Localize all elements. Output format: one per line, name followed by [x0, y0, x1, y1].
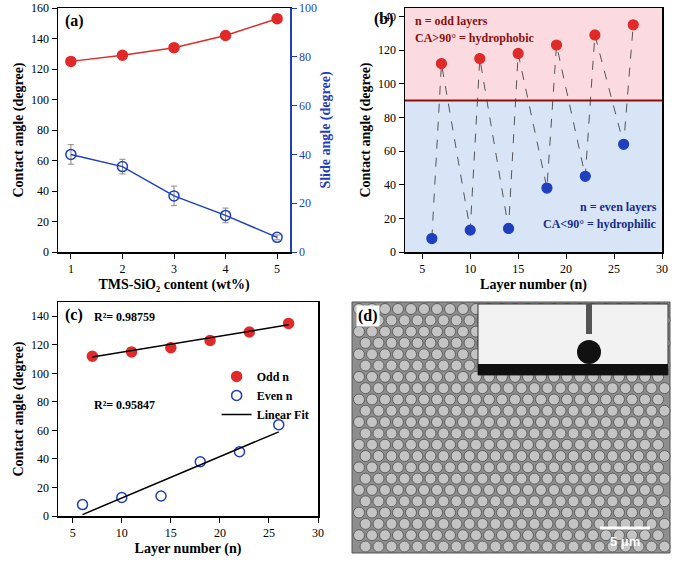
svg-text:10: 10 — [464, 262, 476, 276]
svg-text:140: 140 — [31, 309, 49, 323]
svg-text:20: 20 — [560, 262, 572, 276]
svg-text:80: 80 — [299, 50, 311, 64]
svg-text:R²= 0.98759: R²= 0.98759 — [94, 310, 155, 324]
svg-text:(b): (b) — [374, 10, 394, 28]
svg-text:140: 140 — [31, 32, 49, 46]
svg-text:100: 100 — [378, 77, 396, 91]
svg-text:0: 0 — [43, 509, 49, 523]
svg-text:40: 40 — [384, 178, 396, 192]
svg-text:n = even layers: n = even layers — [580, 200, 657, 214]
svg-text:(d): (d) — [358, 307, 378, 325]
svg-text:4: 4 — [223, 262, 229, 276]
svg-text:Layer number (n): Layer number (n) — [135, 541, 242, 557]
svg-text:Contact angle (degree): Contact angle (degree) — [11, 341, 27, 476]
svg-text:2: 2 — [119, 262, 125, 276]
svg-text:60: 60 — [384, 144, 396, 158]
svg-text:40: 40 — [37, 184, 49, 198]
svg-text:25: 25 — [263, 526, 275, 540]
svg-text:120: 120 — [31, 62, 49, 76]
svg-text:100: 100 — [31, 93, 49, 107]
svg-text:0: 0 — [299, 245, 305, 259]
svg-text:5: 5 — [70, 526, 76, 540]
svg-text:100: 100 — [31, 367, 49, 381]
svg-text:60: 60 — [299, 99, 311, 113]
svg-text:30: 30 — [312, 526, 324, 540]
svg-text:15: 15 — [165, 526, 177, 540]
svg-text:15: 15 — [512, 262, 524, 276]
svg-text:20: 20 — [37, 481, 49, 495]
svg-text:5: 5 — [419, 262, 425, 276]
svg-text:Layer number (n): Layer number (n) — [480, 277, 587, 293]
svg-text:0: 0 — [43, 245, 49, 259]
svg-text:20: 20 — [299, 196, 311, 210]
svg-text:(a): (a) — [65, 12, 84, 30]
svg-text:3: 3 — [171, 262, 177, 276]
svg-text:5 μm: 5 μm — [610, 534, 640, 549]
svg-text:60: 60 — [37, 424, 49, 438]
svg-text:1: 1 — [68, 262, 74, 276]
svg-text:(c): (c) — [65, 306, 83, 324]
svg-text:80: 80 — [37, 123, 49, 137]
svg-text:TMS-SiO₂ content (wt%): TMS-SiO₂ content (wt%) — [98, 277, 250, 293]
svg-text:80: 80 — [384, 111, 396, 125]
svg-text:CA>90° = hydrophobic: CA>90° = hydrophobic — [415, 31, 535, 45]
svg-text:30: 30 — [656, 262, 668, 276]
svg-text:120: 120 — [378, 43, 396, 57]
svg-text:20: 20 — [214, 526, 226, 540]
svg-text:160: 160 — [31, 1, 49, 15]
svg-text:100: 100 — [299, 1, 317, 15]
svg-text:Even n: Even n — [257, 389, 293, 403]
svg-text:20: 20 — [37, 215, 49, 229]
svg-text:10: 10 — [116, 526, 128, 540]
svg-text:Slide angle (degree): Slide angle (degree) — [318, 71, 334, 189]
svg-text:R²= 0.95847: R²= 0.95847 — [94, 398, 155, 412]
svg-text:140: 140 — [378, 10, 396, 24]
svg-text:n = odd layers: n = odd layers — [415, 14, 488, 28]
svg-text:Contact angle (degree): Contact angle (degree) — [358, 62, 374, 197]
svg-text:Odd n: Odd n — [257, 370, 290, 384]
svg-text:120: 120 — [31, 338, 49, 352]
svg-text:80: 80 — [37, 395, 49, 409]
svg-text:25: 25 — [608, 262, 620, 276]
svg-text:40: 40 — [37, 452, 49, 466]
svg-text:CA<90° = hydrophilic: CA<90° = hydrophilic — [543, 217, 657, 231]
svg-text:Linear Fit: Linear Fit — [257, 408, 309, 422]
svg-text:20: 20 — [384, 212, 396, 226]
svg-text:40: 40 — [299, 148, 311, 162]
svg-text:0: 0 — [390, 245, 396, 259]
svg-text:60: 60 — [37, 154, 49, 168]
svg-text:5: 5 — [274, 262, 280, 276]
svg-text:Contact angle (degree): Contact angle (degree) — [11, 62, 27, 197]
